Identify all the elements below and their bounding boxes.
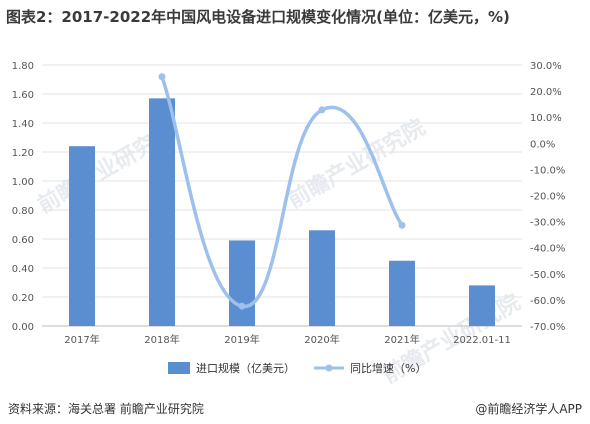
x-tick-label: 2020年 bbox=[304, 333, 339, 346]
growth-point-2 bbox=[318, 106, 326, 114]
y-right-tick-label: -70.0% bbox=[530, 322, 565, 333]
legend-line-marker bbox=[325, 364, 333, 372]
growth-point-0 bbox=[158, 73, 166, 81]
y-right-tick-label: -10.0% bbox=[530, 165, 565, 176]
y-left-tick-label: 1.60 bbox=[12, 90, 34, 101]
y-right-tick-label: -40.0% bbox=[530, 244, 565, 255]
y-left-tick-label: 1.40 bbox=[12, 119, 34, 130]
y-right-tick-label: 10.0% bbox=[530, 113, 562, 124]
growth-point-3 bbox=[398, 221, 406, 229]
x-tick-label: 2017年 bbox=[64, 333, 99, 346]
y-left-tick-label: 0.80 bbox=[12, 206, 34, 217]
source-note: 资料来源：海关总署 前瞻产业研究院 bbox=[8, 402, 204, 416]
y-left-tick-label: 0.20 bbox=[12, 293, 34, 304]
y-left-tick-label: 0.60 bbox=[12, 235, 34, 246]
legend-bar-swatch bbox=[168, 362, 190, 374]
x-tick-label: 2018年 bbox=[144, 333, 179, 346]
bar-4 bbox=[389, 260, 415, 326]
chart-title: 图表2：2017-2022年中国风电设备进口规模变化情况(单位：亿美元，%) bbox=[6, 8, 510, 26]
legend-bar-label: 进口规模（亿美元） bbox=[196, 361, 295, 375]
y-right-tick-label: -30.0% bbox=[530, 218, 565, 229]
growth-point-1 bbox=[238, 302, 246, 310]
y-right-tick-label: 0.0% bbox=[530, 139, 555, 150]
bar-5 bbox=[469, 285, 495, 326]
y-left-tick-label: 1.20 bbox=[12, 148, 34, 159]
bar-0 bbox=[69, 146, 95, 326]
y-left-tick-label: 1.00 bbox=[12, 177, 34, 188]
bar-2 bbox=[229, 240, 255, 326]
y-right-tick-label: -20.0% bbox=[530, 192, 565, 203]
bar-1 bbox=[149, 98, 175, 326]
y-right-tick-label: 20.0% bbox=[530, 87, 562, 98]
y-left-tick-label: 0.00 bbox=[12, 322, 34, 333]
x-tick-label: 2019年 bbox=[224, 333, 259, 346]
x-tick-label: 2021年 bbox=[384, 333, 419, 346]
legend-line-label: 同比增速（%） bbox=[350, 361, 426, 375]
brand-credit: @前瞻经济学人APP bbox=[475, 402, 582, 416]
y-right-tick-label: 30.0% bbox=[530, 61, 562, 72]
growth-line bbox=[160, 74, 404, 308]
bar-3 bbox=[309, 230, 335, 326]
y-left-tick-label: 1.80 bbox=[12, 61, 34, 72]
y-left-tick-label: 0.40 bbox=[12, 264, 34, 275]
y-right-tick-label: -50.0% bbox=[530, 270, 565, 281]
x-tick-label: 2022.01-11 bbox=[453, 335, 511, 346]
y-right-tick-label: -60.0% bbox=[530, 296, 565, 307]
